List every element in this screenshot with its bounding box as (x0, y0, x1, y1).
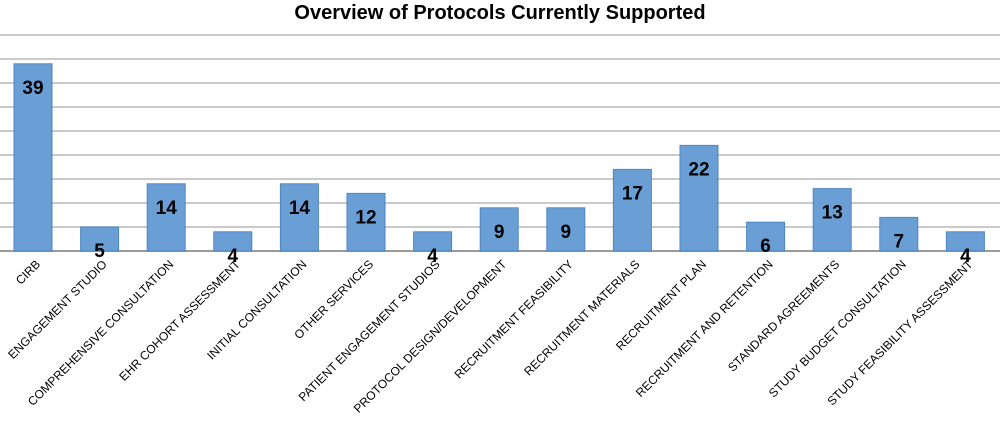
category-label: STANDARD AGREEMENTS (725, 257, 842, 374)
data-label: 12 (355, 207, 376, 228)
data-labels: 39 5 14 4 14 12 4 9 9 17 22 6 13 7 4 (22, 78, 971, 267)
data-label: 5 (94, 241, 105, 262)
data-label: 17 (622, 183, 643, 204)
bar (13, 63, 53, 252)
data-label: 13 (822, 203, 843, 224)
category-label: STUDY FEASIBILITY ASSESSMENT (824, 257, 976, 409)
bar (479, 207, 519, 252)
bar (346, 192, 386, 252)
bar (812, 188, 852, 252)
bar (546, 207, 586, 252)
data-label: 7 (894, 231, 905, 252)
category-label: EHR COHORT ASSESSMENT (116, 257, 243, 384)
data-label: 22 (688, 159, 709, 180)
bar (612, 168, 652, 252)
category-label: PATIENT ENGAGEMENT STUDIOS (296, 257, 443, 404)
bar (80, 226, 120, 252)
bar (213, 231, 253, 252)
bar (746, 221, 786, 252)
data-label: 4 (960, 246, 971, 267)
data-label: 4 (427, 246, 438, 267)
category-label: RECRUITMENT FEASIBILITY (452, 257, 576, 381)
chart-title: Overview of Protocols Currently Supporte… (294, 2, 706, 24)
data-label: 39 (22, 78, 43, 99)
data-label: 6 (760, 236, 771, 257)
category-label: RECRUITMENT AND RETENTION (633, 257, 776, 400)
category-label: STUDY BUDGET CONSULTATION (766, 257, 909, 400)
bars (13, 63, 985, 252)
data-label: 9 (494, 222, 505, 243)
bar (679, 144, 719, 252)
bar (879, 216, 919, 252)
bar (146, 183, 186, 252)
category-label: RECRUITMENT MATERIALS (521, 257, 642, 378)
bar (413, 231, 453, 252)
bar (945, 231, 985, 252)
bar (279, 183, 319, 252)
data-label: 9 (561, 222, 572, 243)
category-label: COMPREHENSIVE CONSULTATION (25, 257, 176, 408)
data-label: 14 (156, 198, 178, 219)
data-label: 14 (289, 198, 311, 219)
category-label: CIRB (13, 257, 43, 287)
data-label: 4 (228, 246, 239, 267)
